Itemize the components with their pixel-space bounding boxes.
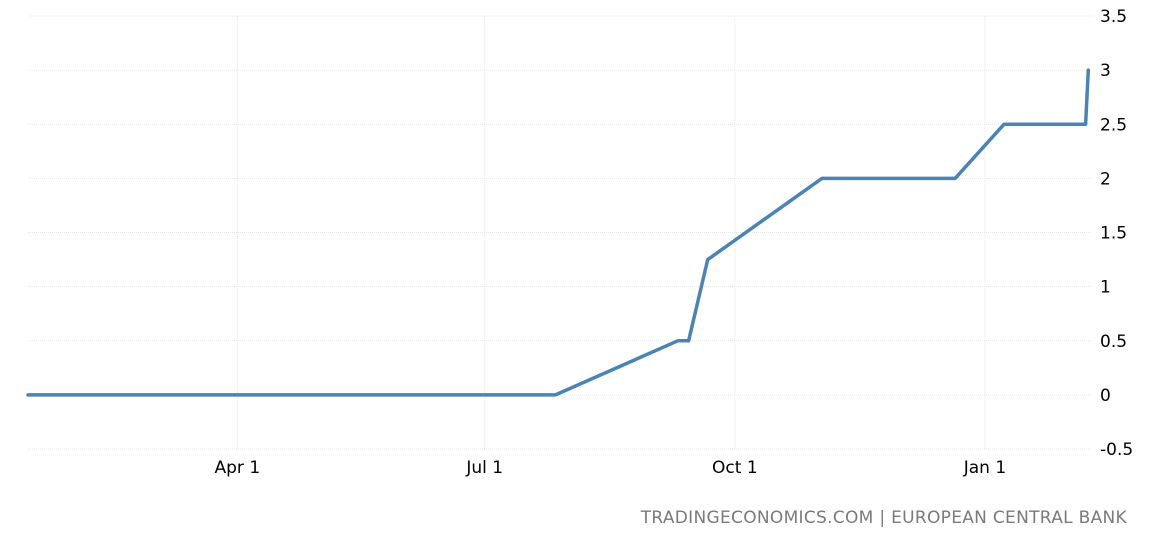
source-credit: TRADINGECONOMICS.COM | EUROPEAN CENTRAL …	[640, 508, 1127, 528]
series-layer	[26, 68, 1091, 397]
x-axis-ticks: Apr 1 Jul 1 Oct 1 Jan 1	[215, 458, 1007, 478]
series-line	[26, 68, 1091, 397]
y-tick-label: 1	[1100, 278, 1111, 298]
y-tick-label: 0	[1100, 386, 1111, 406]
x-tick-label: Jan 1	[963, 458, 1006, 478]
x-tick-label: Jul 1	[465, 458, 503, 478]
y-axis-ticks: -0.5 0 0.5 1 1.5 2 2.5 3 3.5	[1100, 7, 1133, 460]
y-tick-label: 1.5	[1100, 224, 1127, 244]
x-tick-label: Apr 1	[215, 458, 261, 478]
y-tick-label: 3	[1100, 61, 1111, 81]
y-tick-label: 2	[1100, 169, 1111, 189]
y-tick-label: 2.5	[1100, 115, 1127, 135]
x-tick-label: Oct 1	[712, 458, 758, 478]
y-tick-label: 0.5	[1100, 332, 1127, 352]
y-tick-label: -0.5	[1100, 440, 1133, 460]
grid-layer	[28, 15, 1091, 450]
y-tick-label: 3.5	[1100, 7, 1127, 27]
